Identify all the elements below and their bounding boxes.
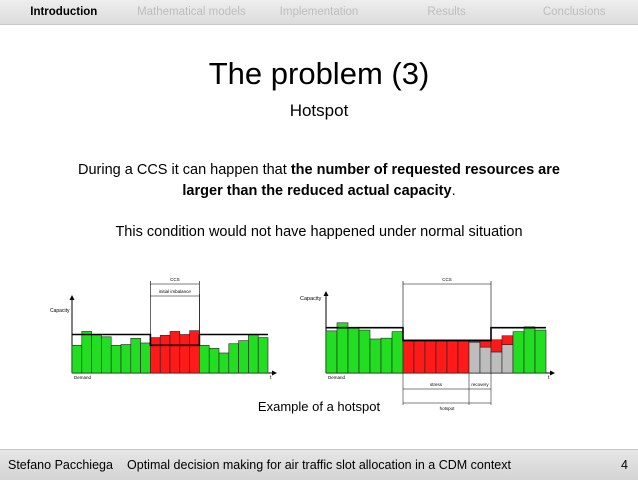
demand-bar [347,327,360,374]
demand-bar [325,330,338,374]
capacity-label: Capacity [50,308,70,314]
demand-bar [140,342,151,374]
demand-bar [523,326,536,374]
demand-label: Demand [328,375,346,380]
hotspot-chart: CCS Capacity Demand t stress recovery hotspot [300,277,555,411]
overflow-bar [501,335,514,345]
demand-bar [380,337,393,374]
statement-emphasis: the number of requested resources are la… [182,162,560,199]
recovery-label: recovery [471,382,489,387]
footer-title: Optimal decision making for air traffic … [127,458,511,472]
demand-label: Demand [74,375,92,380]
demand-bar [101,336,112,374]
t-label: t [548,375,550,381]
demand-bar [159,334,171,374]
demand-bar [512,331,525,374]
overflow-bar [490,339,503,353]
demand-bar [479,346,492,374]
demand-bar [501,344,514,374]
demand-bar [336,322,349,374]
demand-bar [208,348,220,374]
demand-bar [169,331,181,374]
y-axis-arrow [69,295,75,300]
footer-bar: Stefano Pacchiega Optimal decision makin… [0,449,638,480]
nav-introduction[interactable]: Introduction [30,6,98,18]
demand-bar [91,334,102,374]
slide-subtitle: Hotspot [289,101,349,120]
demand-bar [130,338,141,374]
demand-bar [81,331,92,374]
demand-bar [369,338,382,374]
capacity-line [326,326,546,342]
demand-bar [424,339,437,374]
demand-bar [228,343,239,374]
demand-bar [490,351,503,374]
slide-title: The problem (3) [208,56,430,91]
problem-statement: During a CCS it can happen that the numb… [60,160,578,202]
stress-label: stress [430,382,443,387]
nav-mathematical-models[interactable]: Mathematical models [137,6,246,18]
capacity-line [72,333,268,347]
demand-bar [358,329,371,374]
demand-bar [238,340,249,374]
capacity-label: Capacity [300,296,322,302]
nav-results[interactable]: Results [427,6,466,18]
demand-bar [218,352,230,374]
t-label: t [270,375,272,381]
demand-bar [189,330,200,374]
demand-bar [457,339,470,374]
demand-bar [413,339,426,374]
demand-bar [248,334,259,374]
y-axis-arrow [323,291,329,296]
x-axis-arrow [272,370,277,376]
demand-bar [150,337,161,374]
ccs-label: CCS [170,277,180,282]
demand-bar [435,339,448,374]
ccs-label: CCS [442,277,452,282]
demand-bar [391,331,404,374]
statement-end: . [451,183,456,199]
demand-bar [199,344,210,374]
x-axis-arrow [550,370,555,376]
demand-bar [468,341,481,374]
demand-bar [120,344,132,374]
demand-bar [179,334,190,374]
demand-bar [71,344,83,374]
imbalance-chart: CCS Capacity Demand t initial imbalance [50,277,277,381]
nav-conclusions[interactable]: Conclusions [542,6,606,18]
footer-author: Stefano Pacchiega [8,458,113,472]
nav-implementation[interactable]: Implementation [279,6,359,18]
normal-condition-note: This condition would not have happened u… [115,224,523,240]
hotspot-label: hotspot [440,406,456,411]
imbalance-label: initial imbalance [159,289,192,294]
demand-bar [110,344,122,374]
demand-bar [402,339,415,374]
demand-bar [446,339,459,374]
page-number: 4 [621,458,628,472]
section-nav: Introduction Mathematical models Impleme… [0,0,638,25]
demand-bar [257,337,269,374]
statement-text: During a CCS it can happen that [78,162,291,178]
demand-bar [534,329,547,374]
figure-caption: Example of a hotspot [257,399,381,414]
